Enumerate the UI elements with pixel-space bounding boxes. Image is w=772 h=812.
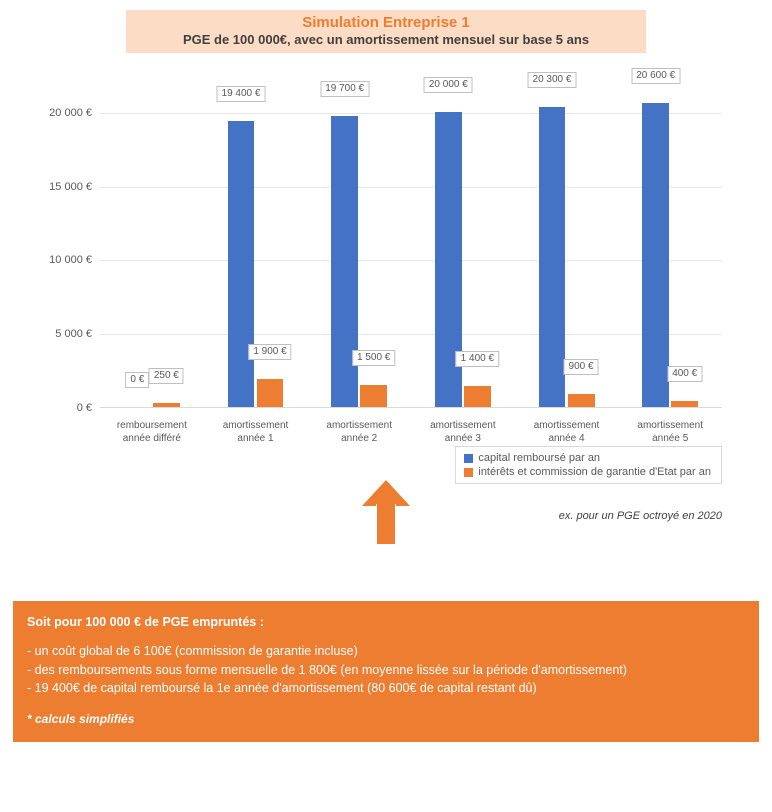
chart: 0 €5 000 €10 000 €15 000 €20 000 € 0 €25… — [30, 88, 742, 468]
bar-value-label: 400 € — [667, 366, 702, 382]
bar-value-label: 19 700 € — [320, 81, 369, 97]
x-tick-label: remboursementannée différé — [100, 413, 204, 468]
plot-area: 0 €250 €19 400 €1 900 €19 700 €1 500 €20… — [100, 98, 722, 408]
bar-capital — [228, 121, 255, 407]
x-tick-label: amortissementannée 2 — [307, 413, 411, 468]
bar-group: 20 600 €400 € — [618, 98, 722, 407]
bar-group: 20 300 €900 € — [515, 98, 619, 407]
bar-value-label: 250 € — [149, 368, 184, 384]
bar-interets — [360, 385, 387, 407]
bar-group: 19 700 €1 500 € — [307, 98, 411, 407]
y-tick-label: 15 000 € — [30, 181, 92, 193]
legend-item: intérêts et commission de garantie d'Eta… — [464, 465, 711, 479]
y-tick-label: 0 € — [30, 402, 92, 414]
x-tick-label: amortissementannée 1 — [204, 413, 308, 468]
summary-line: - 19 400€ de capital remboursé la 1e ann… — [27, 679, 745, 698]
bar-value-label: 900 € — [564, 359, 599, 375]
chart-title: Simulation Entreprise 1 — [132, 14, 640, 32]
bar-value-label: 1 400 € — [456, 351, 499, 367]
bar-interets — [568, 394, 595, 407]
bar-value-label: 20 600 € — [631, 68, 680, 84]
legend: capital remboursé par an intérêts et comm… — [455, 446, 722, 484]
y-tick-label: 20 000 € — [30, 107, 92, 119]
legend-swatch-icon — [464, 454, 473, 463]
summary-lines: - un coût global de 6 100€ (commission d… — [27, 642, 745, 698]
bar-value-label: 0 € — [125, 372, 149, 388]
summary-footnote: * calculs simplifiés — [27, 710, 745, 728]
summary-line: - un coût global de 6 100€ (commission d… — [27, 642, 745, 661]
legend-item: capital remboursé par an — [464, 451, 711, 465]
bar-interets — [153, 403, 180, 407]
legend-label: intérêts et commission de garantie d'Eta… — [478, 466, 711, 478]
bar-value-label: 20 300 € — [528, 72, 577, 88]
bar-groups: 0 €250 €19 400 €1 900 €19 700 €1 500 €20… — [100, 98, 722, 407]
footnote: ex. pour un PGE octroyé en 2020 — [559, 510, 722, 522]
bar-interets — [671, 401, 698, 407]
bar-interets — [257, 379, 284, 407]
page: Simulation Entreprise 1 PGE de 100 000€,… — [0, 0, 772, 743]
chart-subtitle: PGE de 100 000€, avec un amortissement m… — [132, 32, 640, 47]
bar-value-label: 1 900 € — [248, 344, 291, 360]
summary-box: Soit pour 100 000 € de PGE empruntés : -… — [12, 600, 760, 743]
bar-value-label: 20 000 € — [424, 77, 473, 93]
bar-group: 19 400 €1 900 € — [204, 98, 308, 407]
bar-value-label: 1 500 € — [352, 350, 395, 366]
legend-label: capital remboursé par an — [478, 452, 600, 464]
legend-swatch-icon — [464, 468, 473, 477]
bar-capital — [539, 107, 566, 407]
bar-group: 20 000 €1 400 € — [411, 98, 515, 407]
summary-heading: Soit pour 100 000 € de PGE empruntés : — [27, 613, 745, 632]
y-tick-label: 5 000 € — [30, 328, 92, 340]
arrow-up-icon — [356, 480, 416, 542]
bar-interets — [464, 386, 491, 407]
summary-line: - des remboursements sous forme mensuell… — [27, 661, 745, 680]
title-box: Simulation Entreprise 1 PGE de 100 000€,… — [126, 10, 646, 53]
bar-value-label: 19 400 € — [217, 86, 266, 102]
bar-group: 0 €250 € — [100, 98, 204, 407]
y-tick-label: 10 000 € — [30, 254, 92, 266]
bar-capital — [642, 103, 669, 407]
